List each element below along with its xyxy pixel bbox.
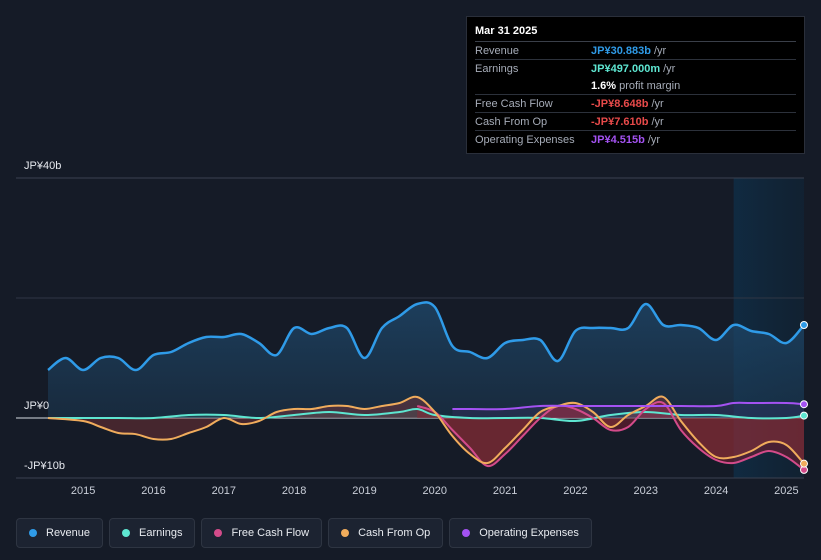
tooltip-row: Earnings JP¥497.000m/yr [475,59,796,77]
tooltip-row: Operating Expenses JP¥4.515b/yr [475,130,796,148]
legend-item-revenue[interactable]: Revenue [16,518,104,548]
legend-label: Operating Expenses [479,527,579,539]
legend: Revenue Earnings Free Cash Flow Cash From O… [16,518,592,548]
tooltip-panel: Mar 31 2025 Revenue JP¥30.883b/yr Earnings… [466,16,805,154]
series-areas [48,302,804,470]
earnings-end-point [800,411,808,420]
revenue-line [47,301,805,372]
legend-dot-icon [341,529,350,537]
tooltip-row-unit: /yr [663,62,676,75]
y-tick-bottom: -JP¥10b [24,460,65,472]
tooltip-row: 1.6% profit margin [475,77,796,94]
tooltip-row-value: JP¥30.883b [591,44,651,57]
y-tick-zero: JP¥0 [24,400,50,412]
tooltip-row: Revenue JP¥30.883b/yr [475,41,796,59]
x-tick-label: 2021 [492,485,518,497]
tooltip-row-value: JP¥4.515b [591,133,645,146]
revenue-end-point [800,321,808,329]
legend-label: Revenue [46,527,91,539]
legend-dot-icon [462,529,471,537]
tooltip-row-unit: /yr [651,115,664,128]
x-tick-label: 2020 [422,485,448,497]
tooltip-row-unit: profit margin [619,79,681,92]
x-tick-label: 2025 [774,485,799,497]
x-tick-label: 2015 [70,485,96,497]
legend-dot-icon [29,529,37,537]
series-lines [47,301,805,471]
y-tick-top: JP¥40b [24,160,62,172]
operating_expenses-end-point [800,400,808,409]
tooltip-rows: Revenue JP¥30.883b/yr Earnings JP¥497.000m /… [475,41,796,148]
tooltip-row-label: Cash From Op [475,115,548,128]
tooltip-row-label: Free Cash Flow [475,97,553,110]
legend-label: Free Cash Flow [231,527,310,539]
x-tick-label: 2024 [703,485,729,497]
tooltip-row-value: 1.6% [591,79,617,92]
legend-label: Cash From Op [358,527,431,539]
x-tick-label: 2022 [563,485,588,497]
legend-item-cash-from-op[interactable]: Cash From Op [328,518,444,548]
operating_expenses-line [452,401,805,411]
x-tick-label: 2023 [633,485,659,497]
earnings-line [48,407,805,423]
tooltip-row-value: -JP¥7.610b [591,115,649,128]
legend-item-operating-expenses[interactable]: Operating Expenses [449,518,592,548]
tooltip-row-label: Operating Expenses [475,133,575,146]
legend-item-earnings[interactable]: Earnings [109,518,196,548]
x-tick-label: 2016 [141,485,166,497]
tooltip-row-unit: /yr [647,133,661,146]
tooltip-row-unit: /yr [651,97,664,110]
tooltip-date: Mar 31 2025 [475,25,538,37]
tooltip-row-label: Earnings [475,62,519,75]
legend-label: Earnings [139,527,183,539]
revenue-area [48,302,804,418]
legend-dot-icon [214,529,223,537]
tooltip-row-unit: /yr [653,44,667,57]
x-tick-label: 2018 [281,485,307,497]
x-tick-label: 2019 [352,485,377,497]
cash_from_op-end-point [800,459,808,468]
tooltip-row-label: Revenue [475,44,520,57]
legend-dot-icon [122,529,131,537]
tooltip-row-value: JP¥497.000m [591,62,661,75]
cash_from_op-line [47,395,805,465]
tooltip-row: Free Cash Flow -JP¥8.648b/yr [475,94,796,112]
legend-item-free-cash-flow[interactable]: Free Cash Flow [201,518,323,548]
tooltip-row: Cash From Op -JP¥7.610b/yr [475,112,796,130]
tooltip-row-value: -JP¥8.648b [591,97,649,110]
x-tick-label: 2017 [211,485,237,497]
series-end-points [800,321,808,474]
